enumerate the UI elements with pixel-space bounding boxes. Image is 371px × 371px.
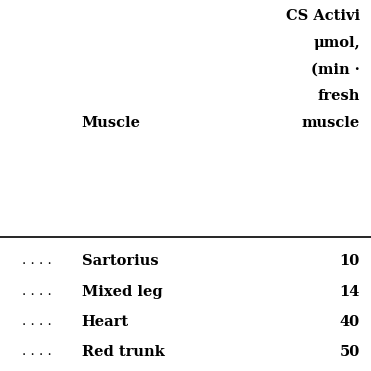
Text: Red trunk: Red trunk — [82, 345, 164, 359]
Text: muscle: muscle — [302, 116, 360, 130]
Text: 40: 40 — [340, 315, 360, 329]
Text: 14: 14 — [339, 285, 360, 299]
Text: . . . .: . . . . — [22, 254, 52, 267]
Text: . . . .: . . . . — [22, 315, 52, 328]
Text: Heart: Heart — [82, 315, 129, 329]
Text: CS Activi: CS Activi — [286, 9, 360, 23]
Text: 10: 10 — [339, 254, 360, 268]
Text: μmol,: μmol, — [313, 36, 360, 50]
Text: Sartorius: Sartorius — [82, 254, 158, 268]
Text: Mixed leg: Mixed leg — [82, 285, 162, 299]
Text: . . . .: . . . . — [22, 345, 52, 358]
Text: 50: 50 — [339, 345, 360, 359]
Text: fresh: fresh — [318, 89, 360, 104]
Text: . . . .: . . . . — [22, 285, 52, 298]
Text: (min ·: (min · — [311, 63, 360, 77]
Text: Muscle: Muscle — [82, 116, 141, 130]
